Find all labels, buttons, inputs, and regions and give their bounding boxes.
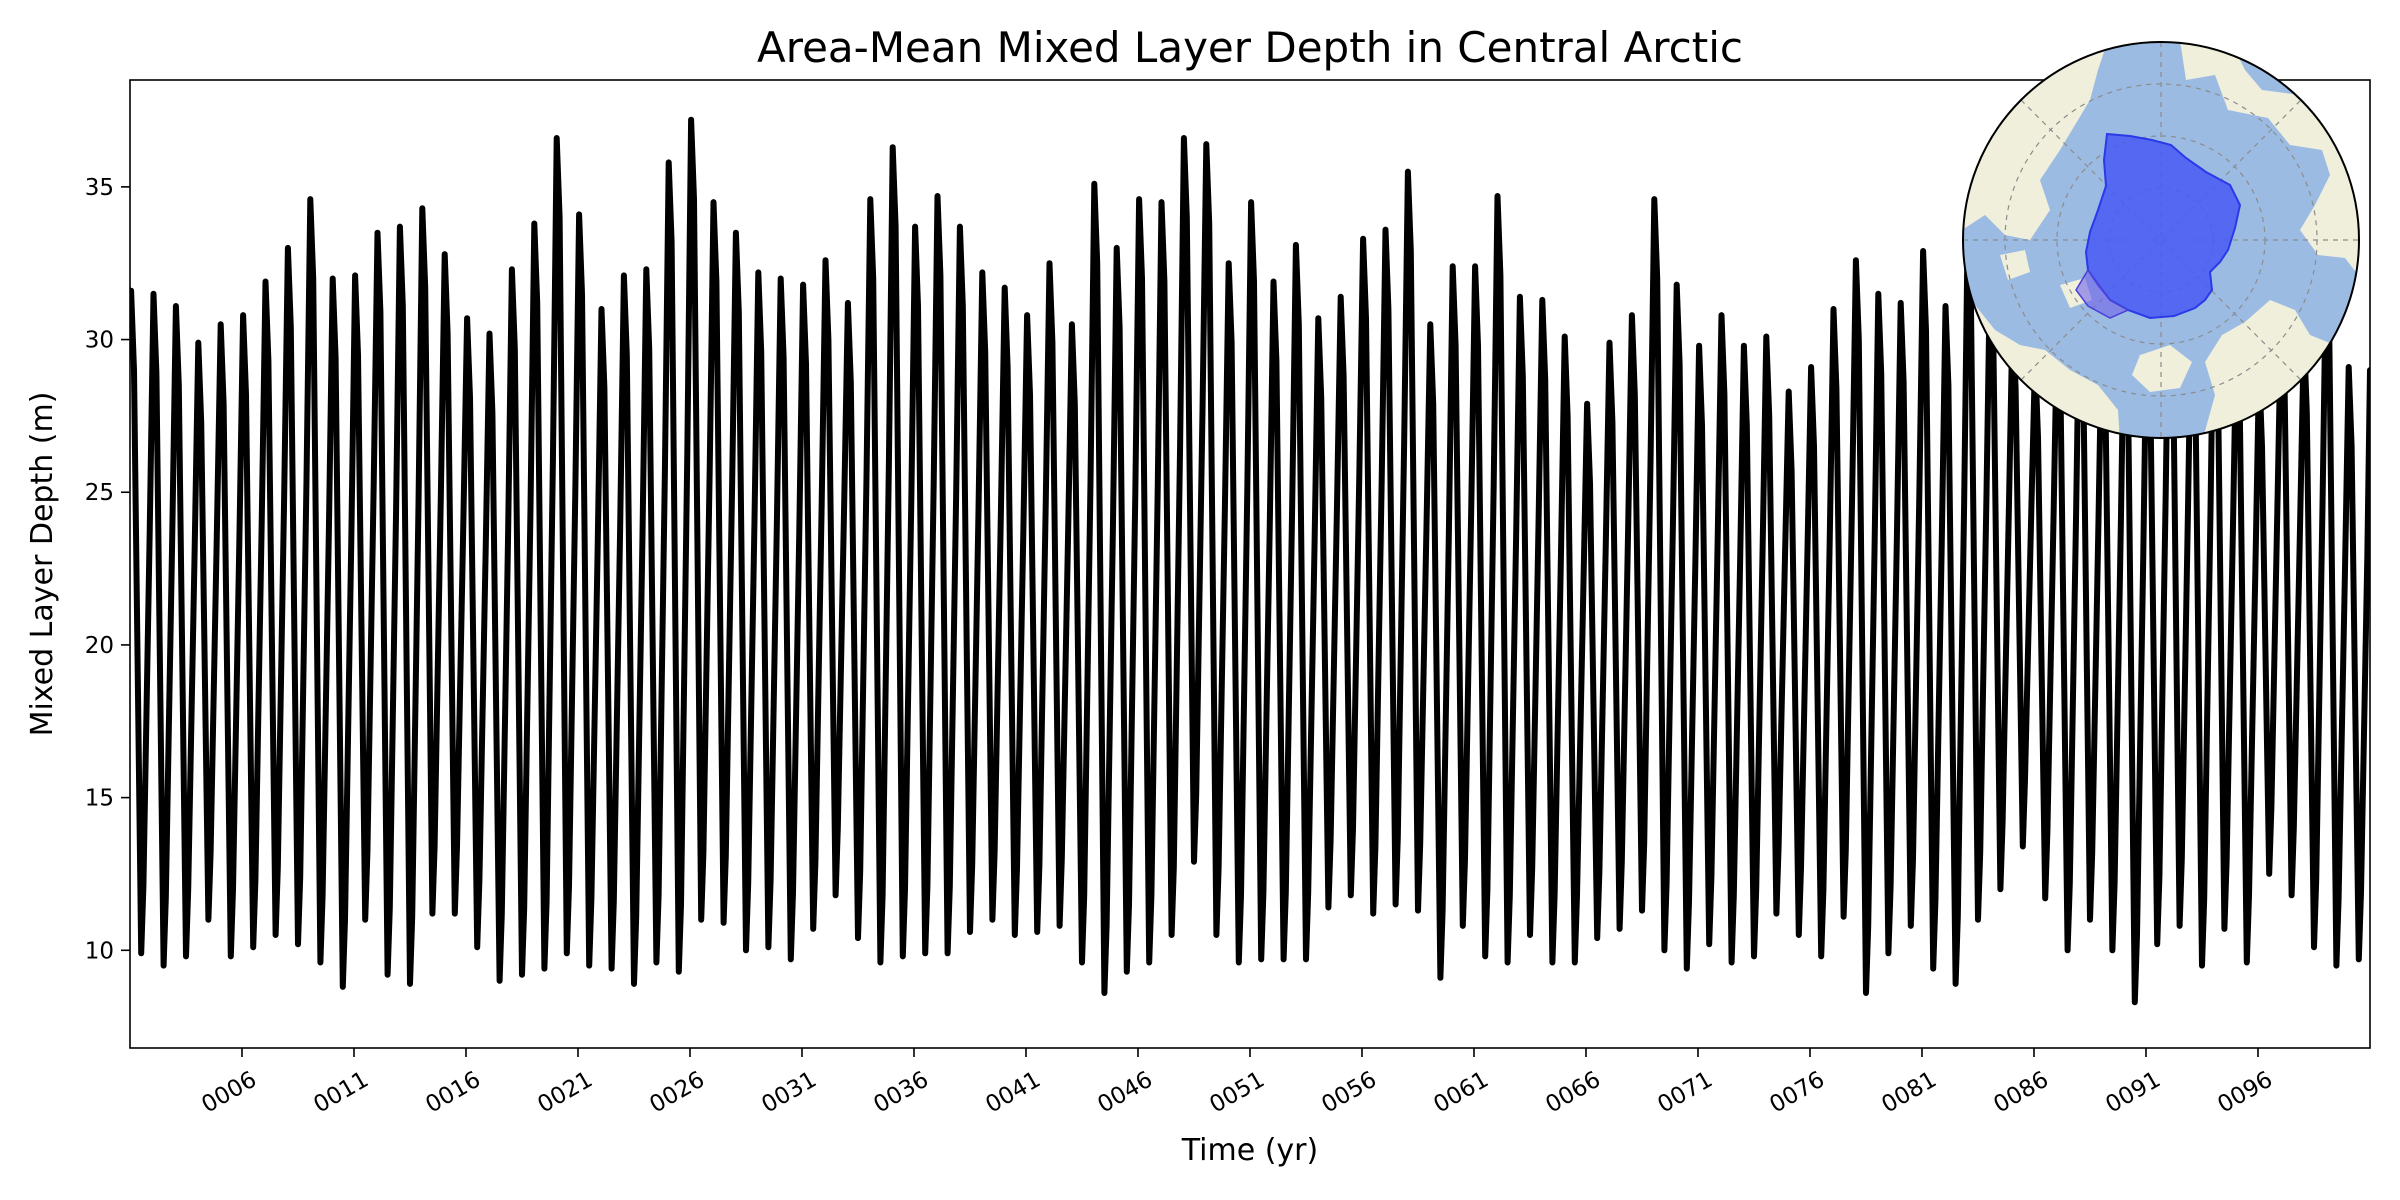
x-tick-label: 0011: [309, 1067, 373, 1119]
y-axis-label: Mixed Layer Depth (m): [25, 392, 60, 737]
x-tick-label: 0066: [1541, 1067, 1605, 1119]
x-tick-label: 0021: [533, 1067, 597, 1119]
map-region-extension: [2075, 268, 2130, 319]
x-tick-label: 0076: [1765, 1067, 1829, 1119]
x-tick-label: 0036: [869, 1067, 933, 1119]
x-tick-label: 0071: [1653, 1067, 1717, 1119]
x-tick-label: 0091: [2101, 1067, 2165, 1119]
x-tick-label: 0081: [1877, 1067, 1941, 1119]
y-tick-label: 10: [85, 938, 114, 964]
y-axis: 10 15 20 25 30 35: [85, 175, 130, 964]
y-tick-label: 25: [85, 480, 114, 506]
y-tick-label: 30: [85, 328, 114, 354]
map-region-central-arctic: [2084, 132, 2242, 320]
x-tick-label: 0006: [197, 1067, 261, 1119]
x-tick-label: 0086: [1989, 1067, 2053, 1119]
x-tick-label: 0026: [645, 1067, 709, 1119]
y-tick-label: 20: [85, 633, 114, 659]
y-tick-label: 15: [85, 786, 114, 812]
x-tick-label: 0031: [757, 1067, 821, 1119]
map-land-island-2: [2000, 250, 2030, 280]
x-tick-label: 0061: [1429, 1067, 1493, 1119]
x-tick-label: 0051: [1205, 1067, 1269, 1119]
inset-map: [1962, 41, 2360, 439]
y-tick-label: 35: [85, 175, 114, 201]
x-axis-label: Time (yr): [1181, 1133, 1318, 1168]
map-land-island: [2132, 345, 2192, 392]
x-tick-label: 0016: [421, 1067, 485, 1119]
x-tick-label: 0046: [1093, 1067, 1157, 1119]
x-tick-label: 0041: [981, 1067, 1045, 1119]
x-axis: 0006 0011 0016 0021 0026 0031 0036 0041 0046 0051…: [197, 1048, 2277, 1118]
x-tick-label: 0056: [1317, 1067, 1381, 1119]
series-line: [130, 116, 2370, 1006]
chart-title: Area-Mean Mixed Layer Depth in Central A…: [757, 23, 1743, 72]
plot-area: [130, 116, 2370, 1006]
x-tick-label: 0096: [2213, 1067, 2277, 1119]
map-border: [1962, 41, 2360, 439]
